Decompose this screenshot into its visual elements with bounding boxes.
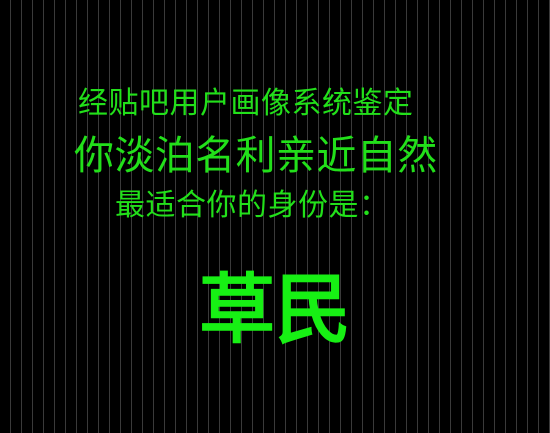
description-line: 你淡泊名利亲近自然 bbox=[0, 132, 550, 180]
identity-result: 草民 bbox=[0, 268, 550, 352]
prompt-line: 最适合你的身份是： bbox=[0, 186, 550, 226]
header-line: 经贴吧用户画像系统鉴定 bbox=[0, 84, 550, 124]
